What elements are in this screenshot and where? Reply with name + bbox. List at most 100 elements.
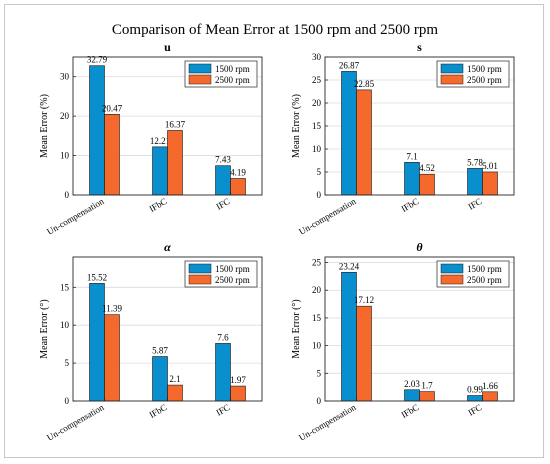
- data-label: 1.66: [482, 381, 498, 391]
- data-label: 4.19: [230, 167, 246, 177]
- data-label: 1.97: [230, 375, 246, 385]
- y-tick-label: 20: [312, 285, 322, 295]
- x-tick-label: Un-compensation: [45, 402, 106, 443]
- y-tick-label: 10: [312, 144, 322, 154]
- y-tick-label: 5: [317, 368, 322, 378]
- bar-ifc-1500: [215, 165, 231, 196]
- data-label: 2.1: [169, 374, 180, 384]
- x-tick-label: IFC: [466, 196, 483, 212]
- y-tick-label: 0: [65, 396, 70, 406]
- axes-box: [324, 56, 515, 196]
- y-tick-label: 15: [312, 121, 322, 131]
- y-tick-label: 20: [312, 98, 322, 108]
- bar-ifc-2500: [230, 385, 246, 402]
- bar-ifbc-2500: [419, 173, 435, 196]
- y-tick-label: 30: [312, 52, 322, 62]
- legend-label: 2500 rpm: [467, 75, 502, 85]
- data-label: 15.52: [87, 272, 107, 282]
- legend-label: 1500 rpm: [215, 64, 250, 74]
- data-label: 5.78: [467, 157, 483, 167]
- x-tick-label: IFbC: [147, 196, 168, 214]
- bar-un-compensation-1500: [89, 283, 105, 402]
- data-label: 11.39: [102, 304, 122, 314]
- x-tick-label: IFbC: [399, 402, 420, 420]
- data-label: 7.43: [215, 155, 231, 165]
- bar-ifbc-1500: [152, 356, 168, 402]
- y-tick-label: 30: [60, 72, 70, 82]
- y-tick-label: 0: [65, 190, 70, 200]
- chart-panel-1: 32.79 20.47 Un-compensation 12.21 16.37 IFbC 7…: [39, 40, 263, 237]
- x-tick-label: IFbC: [399, 196, 420, 214]
- y-tick-label: 25: [312, 258, 322, 268]
- panel-title: θ: [416, 240, 423, 254]
- x-tick-label: Un-compensation: [297, 196, 358, 237]
- x-tick-label: IFC: [214, 196, 231, 212]
- y-tick-label: 5: [65, 358, 70, 368]
- legend-label: 2500 rpm: [467, 275, 502, 285]
- data-label: 12.21: [150, 136, 170, 146]
- x-tick-label: Un-compensation: [45, 196, 106, 237]
- data-label: 32.79: [87, 55, 108, 65]
- y-tick-label: 10: [312, 341, 322, 351]
- bar-ifc-1500: [467, 168, 483, 196]
- legend-swatch: [188, 263, 212, 274]
- bar-un-compensation-2500: [356, 305, 372, 402]
- legend-swatch: [188, 74, 212, 85]
- axes-box: [72, 256, 263, 402]
- data-label: 2.03: [404, 379, 420, 389]
- y-tick-label: 15: [60, 282, 70, 292]
- data-label: 1.7: [421, 381, 433, 391]
- legend-swatch: [188, 63, 212, 74]
- bar-un-compensation-2500: [356, 89, 372, 196]
- chart-panel-3: 15.52 11.39 Un-compensation 5.87 2.1 IFbC 7.6 1…: [39, 240, 263, 443]
- data-label: 22.85: [354, 79, 375, 89]
- legend-swatch: [440, 74, 464, 85]
- y-tick-label: 10: [60, 151, 70, 161]
- legend-label: 2500 rpm: [215, 275, 250, 285]
- data-label: 26.87: [339, 60, 360, 70]
- axes-box: [72, 56, 263, 196]
- data-label: 23.24: [339, 261, 360, 271]
- data-label: 4.52: [419, 163, 435, 173]
- bar-ifbc-2500: [167, 130, 183, 196]
- bar-un-compensation-1500: [341, 71, 357, 196]
- legend-label: 2500 rpm: [215, 75, 250, 85]
- panel-title: u: [164, 40, 171, 54]
- bar-ifc-2500: [482, 391, 498, 402]
- y-axis-label: Mean Error (%): [39, 94, 50, 158]
- legend-swatch: [440, 63, 464, 74]
- x-tick-label: Un-compensation: [297, 402, 358, 443]
- data-label: 20.47: [102, 103, 123, 113]
- bar-ifbc-2500: [419, 391, 435, 402]
- data-label: 7.6: [217, 332, 229, 342]
- y-tick-label: 5: [317, 167, 322, 177]
- data-label: 7.1: [406, 151, 417, 161]
- data-label: 5.01: [482, 161, 498, 171]
- legend-swatch: [440, 274, 464, 285]
- legend-label: 1500 rpm: [215, 264, 250, 274]
- y-tick-label: 0: [317, 190, 322, 200]
- y-axis-label: Mean Error (%): [291, 94, 302, 158]
- figure-title: Comparison of Mean Error at 1500 rpm and…: [112, 22, 439, 38]
- legend-swatch: [188, 274, 212, 285]
- bar-un-compensation-1500: [341, 271, 357, 402]
- axes-box: [324, 256, 515, 402]
- x-tick-label: IFC: [466, 402, 483, 418]
- data-label: 16.37: [165, 119, 186, 129]
- bar-ifbc-1500: [404, 162, 420, 196]
- bar-ifc-1500: [467, 395, 483, 402]
- y-tick-label: 15: [312, 313, 322, 323]
- legend-label: 1500 rpm: [467, 64, 502, 74]
- x-tick-label: IFC: [214, 402, 231, 418]
- panel-title: α: [164, 240, 171, 254]
- bar-ifbc-1500: [152, 146, 168, 196]
- panel-title: s: [417, 40, 422, 54]
- y-tick-label: 0: [317, 396, 322, 406]
- chart-panel-4: 23.24 17.12 Un-compensation 2.03 1.7 IFbC 0.99…: [291, 240, 515, 443]
- y-axis-label: Mean Error (°): [39, 299, 50, 359]
- data-label: 0.99: [467, 385, 483, 395]
- bar-un-compensation-2500: [104, 113, 120, 196]
